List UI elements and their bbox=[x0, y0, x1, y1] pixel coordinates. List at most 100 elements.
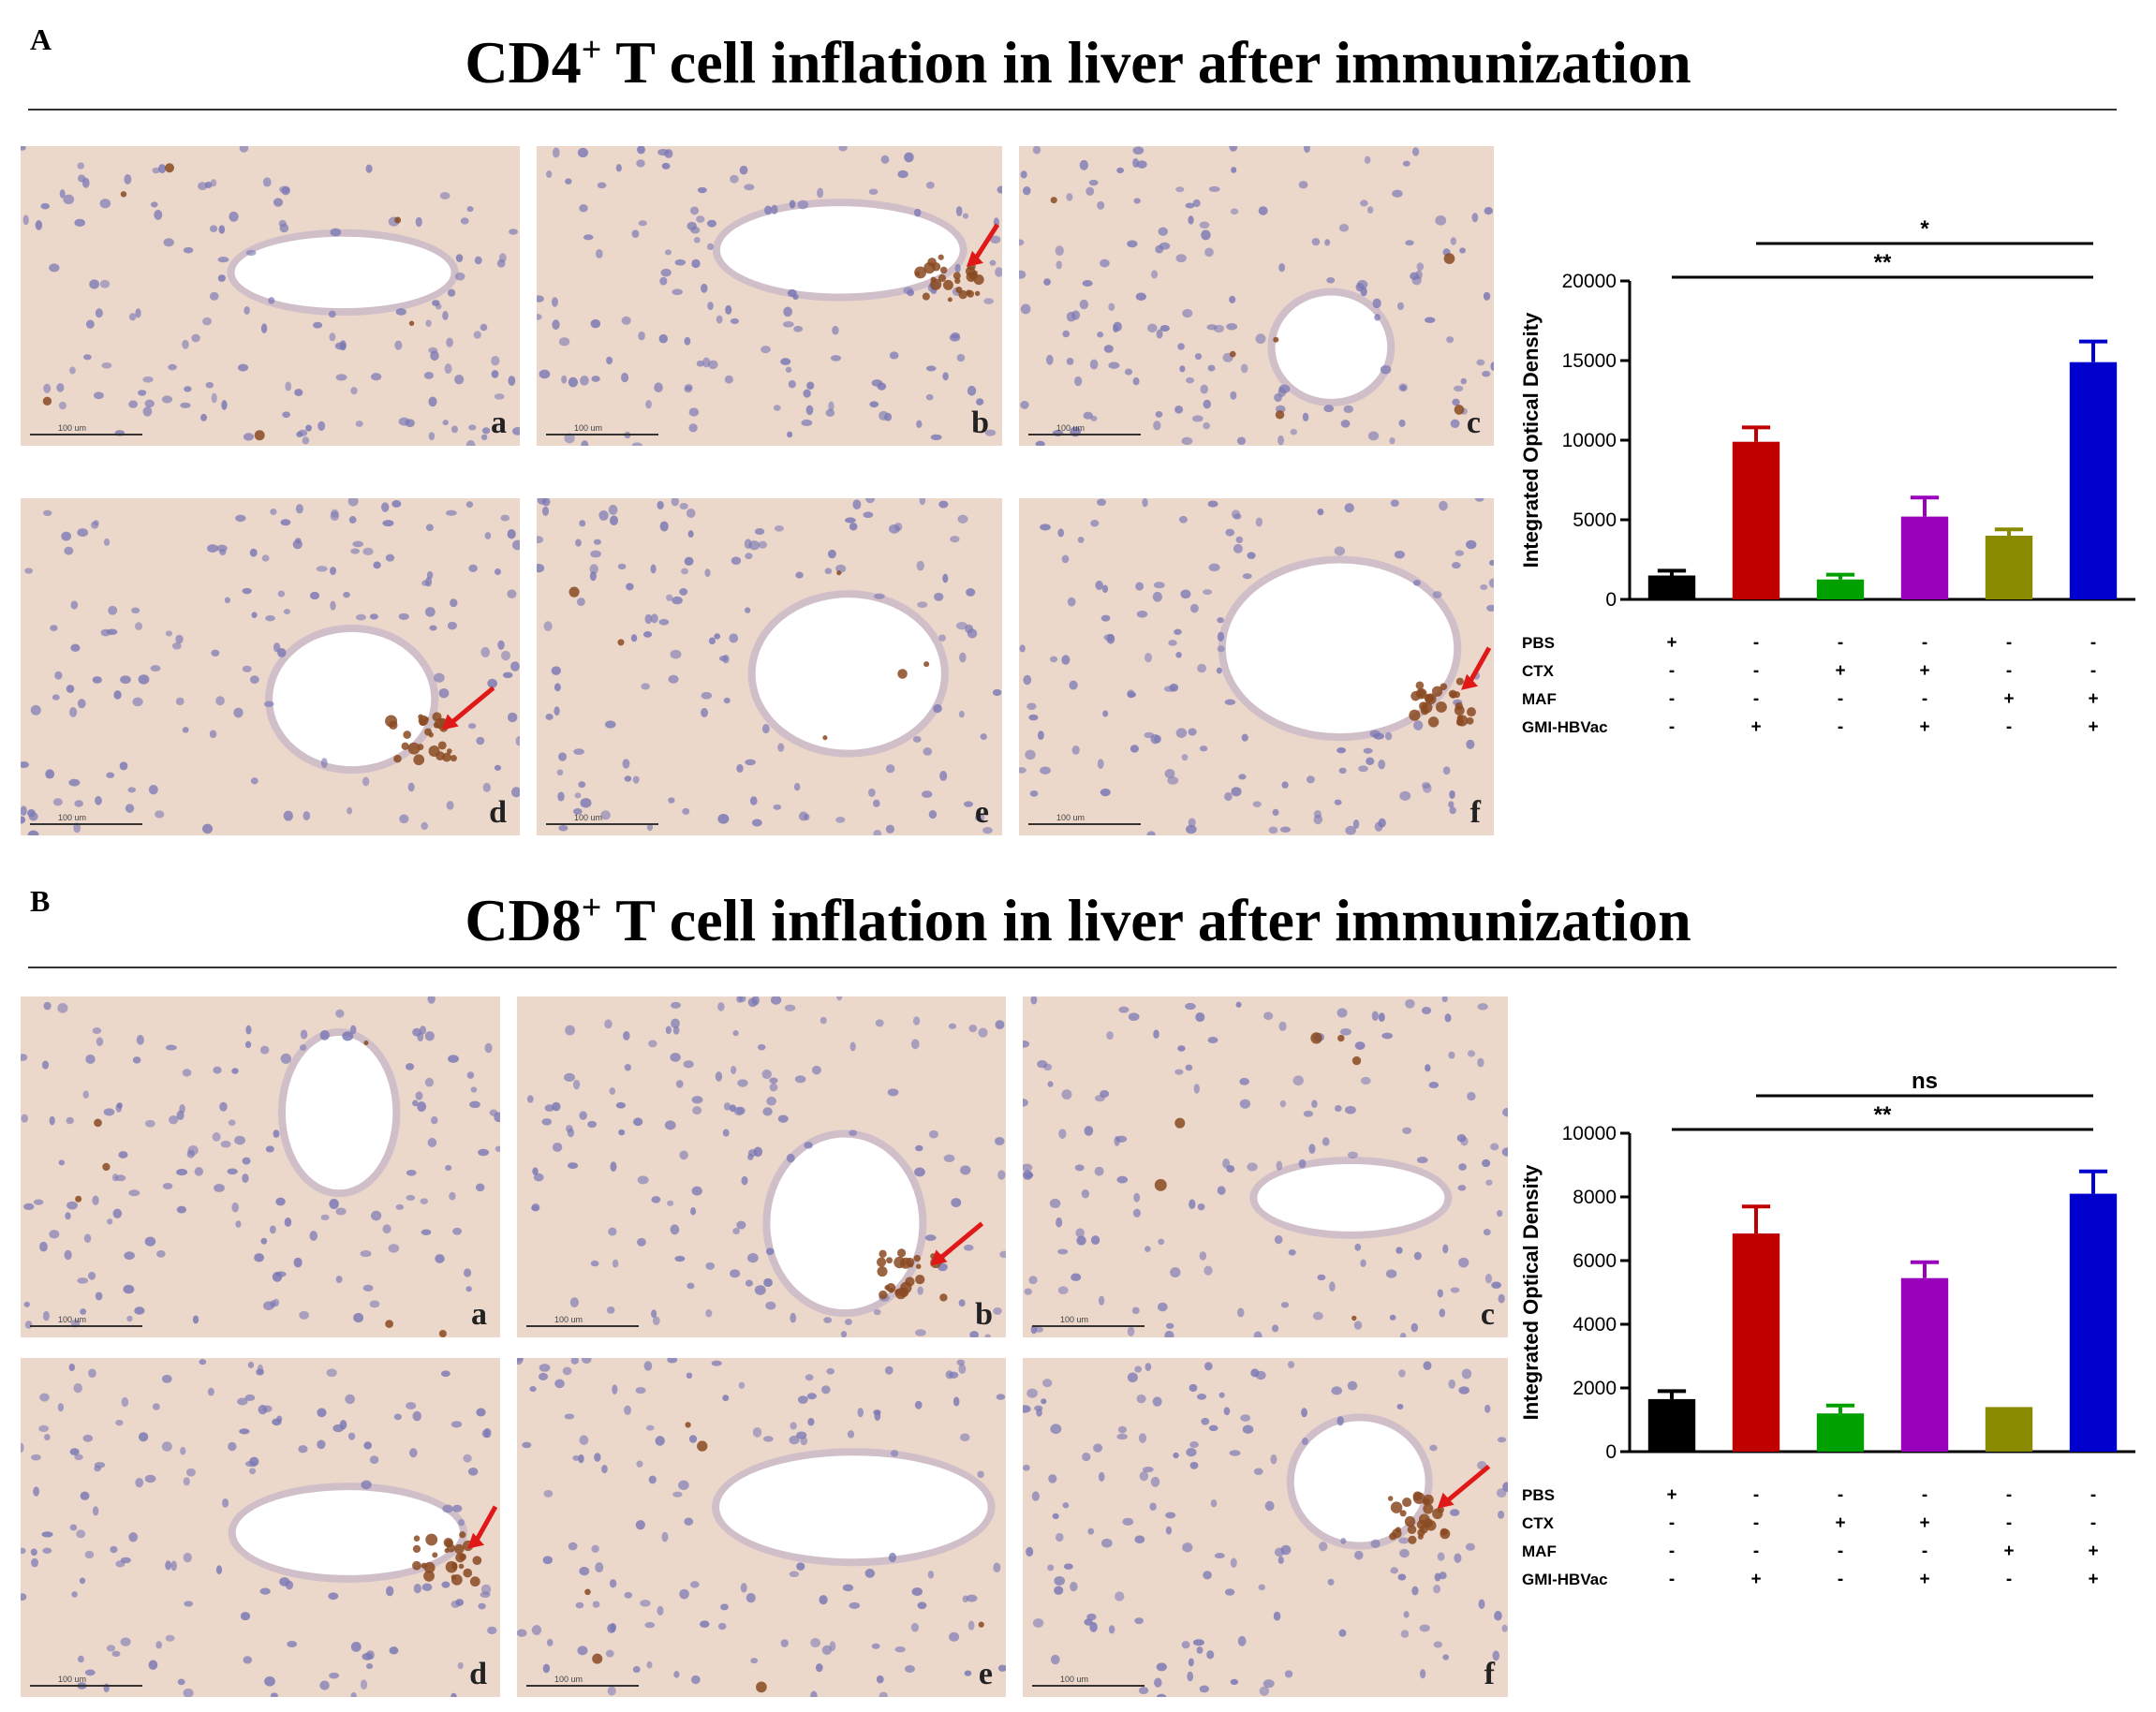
treatment-sign: - bbox=[1838, 1570, 1843, 1589]
nuclei bbox=[1019, 146, 1494, 446]
scale-bar-text: 100 um bbox=[58, 813, 86, 822]
significance-label: * bbox=[1920, 216, 1929, 242]
scale-bar-text: 100 um bbox=[554, 1315, 583, 1324]
significance-label: ns bbox=[1912, 1069, 1938, 1094]
treatment-sign: - bbox=[2006, 1570, 2012, 1589]
nuclei bbox=[21, 498, 520, 835]
stained-cells bbox=[1409, 677, 1476, 728]
nuclei bbox=[526, 996, 1006, 1337]
micrograph-image: 100 um b bbox=[517, 996, 1006, 1337]
bar bbox=[2069, 362, 2118, 599]
y-tick-label: 2000 bbox=[1573, 1378, 1617, 1399]
micrograph-b-a: 100 um a bbox=[21, 996, 500, 1337]
chart-a: 0 5000 10000 15000 20000 Integrated Optical D… bbox=[1517, 216, 2154, 749]
treatment-sign: - bbox=[1669, 1542, 1675, 1561]
tissue-background bbox=[1019, 146, 1494, 446]
vessel-lumen bbox=[235, 1490, 461, 1575]
panel-title-b-sup: + bbox=[581, 888, 602, 928]
treatment-row-label: MAF bbox=[1522, 1542, 1557, 1560]
panel-title-a-main: CD4 bbox=[465, 29, 582, 96]
micrograph-label: f bbox=[1470, 795, 1482, 830]
scale-bar-text: 100 um bbox=[1060, 1315, 1088, 1324]
y-tick-label: 20000 bbox=[1562, 271, 1617, 292]
treatment-sign: - bbox=[1753, 661, 1759, 681]
micrograph-label: e bbox=[979, 1657, 993, 1691]
micrograph-label: b bbox=[975, 1297, 993, 1332]
treatment-row-label: GMI-HBVac bbox=[1522, 1571, 1608, 1588]
treatment-row-label: MAF bbox=[1522, 690, 1557, 708]
vessel-lumen bbox=[770, 1137, 920, 1310]
vessel-lumen bbox=[719, 206, 960, 294]
treatment-sign: + bbox=[1666, 633, 1676, 653]
vessel-lumen bbox=[273, 631, 432, 767]
micrograph-image: 100 um a bbox=[21, 146, 520, 446]
micrograph-b-b: 100 um b bbox=[517, 996, 1006, 1337]
treatment-sign: - bbox=[1669, 689, 1675, 709]
significance-label: ** bbox=[1874, 250, 1892, 275]
tissue-background bbox=[21, 498, 520, 835]
micrograph-image: 100 um c bbox=[1023, 996, 1508, 1337]
micrograph-label: c bbox=[1481, 1297, 1495, 1332]
micrograph-label: f bbox=[1484, 1657, 1496, 1691]
y-tick-label: 8000 bbox=[1573, 1187, 1617, 1208]
nuclei bbox=[1023, 1361, 1508, 1697]
treatment-sign: - bbox=[1838, 717, 1843, 737]
nuclei bbox=[21, 146, 520, 446]
treatment-sign: - bbox=[2090, 661, 2096, 681]
treatment-row-label: GMI-HBVac bbox=[1522, 718, 1608, 736]
treatment-sign: + bbox=[2003, 1542, 2014, 1561]
stained-cells bbox=[42, 163, 415, 441]
bar bbox=[1647, 575, 1696, 599]
bar bbox=[1985, 1407, 2033, 1452]
micrograph-b-d: 100 um d bbox=[21, 1358, 500, 1697]
bar bbox=[1985, 536, 2033, 599]
treatment-sign: - bbox=[2090, 633, 2096, 653]
y-axis-label: Integrated Optical Density bbox=[1519, 1164, 1543, 1420]
treatment-sign: + bbox=[1835, 1513, 1845, 1533]
scale-bar-text: 100 um bbox=[1056, 813, 1085, 822]
vessel-lumen bbox=[1293, 1421, 1425, 1542]
micrograph-image: 100 um d bbox=[21, 498, 520, 835]
micrograph-image: 100 um d bbox=[21, 1358, 500, 1697]
treatment-sign: + bbox=[1666, 1485, 1676, 1505]
treatment-sign: - bbox=[1669, 1513, 1675, 1533]
micrograph-b-c: 100 um c bbox=[1023, 996, 1508, 1337]
tissue-background bbox=[1023, 996, 1508, 1337]
scale-bar-text: 100 um bbox=[574, 423, 602, 433]
micrograph-a-a: 100 um a bbox=[21, 146, 520, 446]
y-tick-label: 10000 bbox=[1562, 1123, 1617, 1144]
red-arrow bbox=[1461, 646, 1492, 690]
red-arrow bbox=[1437, 1464, 1491, 1509]
treatment-sign: - bbox=[2090, 1485, 2096, 1505]
micrograph-label: a bbox=[491, 406, 507, 440]
treatment-sign: + bbox=[2088, 1570, 2098, 1589]
treatment-row-label: CTX bbox=[1522, 1514, 1555, 1532]
treatment-sign: - bbox=[2090, 1513, 2096, 1533]
y-tick-label: 15000 bbox=[1562, 350, 1617, 372]
treatment-sign: + bbox=[1919, 1570, 1929, 1589]
scale-bar-text: 100 um bbox=[58, 423, 86, 433]
stained-cells bbox=[75, 1040, 447, 1337]
stained-cells bbox=[412, 1531, 482, 1587]
scale-bar-text: 100 um bbox=[58, 1315, 86, 1324]
micrograph-image: 100 um f bbox=[1023, 1358, 1508, 1697]
treatment-sign: - bbox=[1753, 633, 1759, 653]
treatment-sign: - bbox=[1922, 689, 1927, 709]
panel-a-divider bbox=[28, 109, 2117, 111]
micrograph-a-c: 100 um c bbox=[1019, 146, 1494, 446]
treatment-sign: - bbox=[1753, 689, 1759, 709]
treatment-sign: - bbox=[1669, 717, 1675, 737]
scale-bar-text: 100 um bbox=[554, 1675, 583, 1684]
micrograph-image: 100 um c bbox=[1019, 146, 1494, 446]
stained-cells bbox=[1050, 197, 1465, 420]
treatment-sign: + bbox=[2088, 717, 2098, 737]
micrograph-a-e: 100 um e bbox=[537, 498, 1002, 835]
red-arrow bbox=[930, 1221, 984, 1266]
treatment-sign: - bbox=[1838, 689, 1843, 709]
vessel-lumen bbox=[1275, 295, 1388, 399]
treatment-row-label: PBS bbox=[1522, 634, 1555, 652]
red-arrow bbox=[467, 1505, 498, 1549]
y-tick-label: 4000 bbox=[1573, 1314, 1617, 1336]
treatment-sign: - bbox=[1669, 1570, 1675, 1589]
stained-cells bbox=[584, 1422, 984, 1693]
